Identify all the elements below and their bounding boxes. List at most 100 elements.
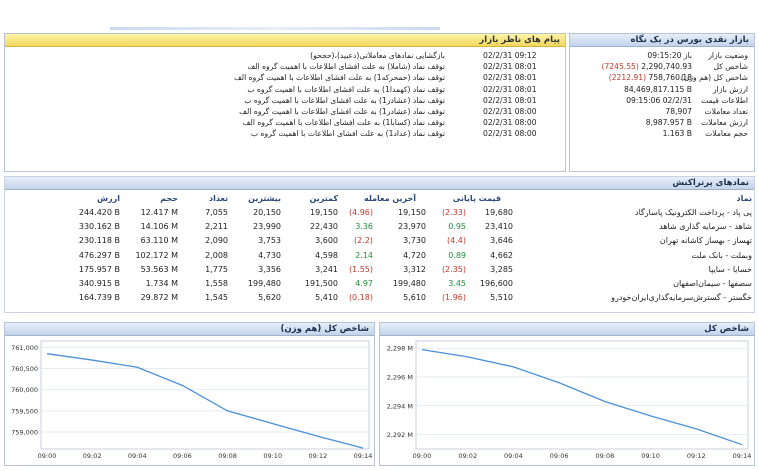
y-tick-label: 759,500	[11, 407, 38, 415]
symbol-name[interactable]: تهساز - بهساز کاشانه تهران	[659, 236, 752, 246]
cell-close-chg: (2.35)	[441, 264, 466, 274]
top-symbols-title: نمادهای پرتراکنش	[5, 177, 754, 190]
x-tick-label: 09:02	[458, 452, 477, 460]
market-stat-label: اطلاعات قیمت	[701, 95, 748, 105]
cell-last-chg: 4.97	[355, 279, 373, 288]
message-row[interactable]: 02/2/31 09:12 بازگشایی نمادهای معاملاتی(د…	[5, 50, 565, 61]
cell-max: 5,620	[258, 293, 281, 303]
x-tick-label: 09:00	[413, 452, 432, 460]
market-stat-number: 1.163 B	[662, 129, 692, 139]
y-tick-label: 2,296 M	[387, 374, 413, 382]
cell-last-chg: (0.18)	[348, 293, 373, 303]
market-stat-change: (7245.55)	[601, 62, 642, 72]
market-stat-value: 84,469,817.115 B	[624, 84, 692, 95]
cell-last: 19,150	[398, 208, 426, 217]
table-header[interactable]: بیشترین	[248, 194, 281, 203]
table-header[interactable]: تعداد	[209, 194, 228, 203]
cell-min: 191,500	[304, 279, 338, 288]
message-text: توقف نماد (شاملا) به علت افشای اطلاعات ب…	[247, 62, 445, 72]
x-tick-label: 09:14	[354, 452, 373, 460]
message-row[interactable]: 02/2/31 08:01 توقف نماد (حمحرکه1) به علت …	[5, 72, 565, 83]
x-tick-label: 09:02	[83, 452, 102, 460]
cell-volume: 63.110 M	[140, 236, 178, 246]
table-header[interactable]: ارزش	[97, 194, 120, 203]
cell-close: 3,285	[490, 264, 513, 274]
x-tick-label: 09:04	[128, 452, 147, 460]
cell-close-chg: 0.95	[448, 222, 466, 232]
message-time: 02/2/31 08:00	[483, 129, 537, 139]
cell-value: 476.297 B	[78, 250, 120, 260]
market-stat-label: تعداد معاملات	[704, 107, 748, 116]
message-row[interactable]: 02/2/31 08:00 توقف نماد (عداد1) به علت اف…	[5, 128, 565, 139]
market-stat-value: 8,987.957 B	[646, 117, 692, 128]
market-stat-label: وضعیت بازار	[708, 51, 748, 60]
cell-last: 23,970	[398, 222, 426, 232]
y-tick-label: 759,000	[11, 429, 38, 437]
x-tick-label: 09:10	[641, 452, 660, 460]
cell-value: 164.739 B	[78, 293, 120, 303]
cell-count: 1,558	[205, 279, 228, 288]
message-row[interactable]: 02/2/31 08:00 توقف نماد (عشادر1) به علت ا…	[5, 106, 565, 117]
equal-weight-index-chart: 761,000 760,500 760,000 759,500 759,000 09:00…	[11, 340, 373, 460]
symbol-name[interactable]: خگستر - گسترش‌سرمایه‌گذاری‌ایران‌خودرو	[611, 293, 752, 303]
market-stat-value: (7245.55) 2,290,740.93	[602, 61, 692, 72]
message-text: بازگشایی نمادهای معاملاتی(دعبید)،(حجحو)	[310, 51, 445, 60]
cell-close: 196,600	[479, 279, 513, 288]
x-tick-label: 09:08	[595, 452, 614, 460]
market-stat-value: (2212.91) 758,760.18	[609, 72, 692, 83]
table-header[interactable]: کمترین	[309, 194, 338, 203]
cell-max: 3,753	[258, 236, 281, 246]
cell-value: 230.118 B	[78, 236, 120, 246]
x-tick-label: 09:00	[38, 452, 57, 460]
market-stat-row: ارزش بازار 84,469,817.115 B	[570, 84, 754, 95]
cell-last-chg: 3.36	[355, 222, 373, 232]
message-row[interactable]: 02/2/31 08:01 توقف نماد (کهمدا1) به علت ا…	[5, 84, 565, 95]
total-index-chart-title: شاخص کل	[380, 323, 754, 336]
cell-min: 3,600	[315, 236, 338, 246]
equal-weight-index-chart-panel: شاخص کل (هم وزن) 761,000 760,500 760,000 75…	[4, 322, 375, 466]
market-stat-change: (2212.91)	[608, 73, 649, 83]
cell-max: 199,480	[247, 279, 281, 288]
message-text: توقف نماد (حمحرکه1) به علت افشای اطلاعات…	[233, 73, 445, 83]
cell-last-chg: (1.55)	[348, 264, 373, 274]
table-header[interactable]: نماد	[736, 194, 752, 203]
message-row[interactable]: 02/2/31 08:00 توقف نماد (کسابا1) به علت ا…	[5, 117, 565, 128]
y-tick-label: 2,298 M	[387, 345, 413, 353]
cell-max: 20,150	[253, 208, 281, 217]
cell-last-chg: (4.96)	[348, 208, 373, 217]
market-stat-number: 78,907	[665, 107, 692, 116]
cell-min: 22,430	[310, 222, 338, 232]
symbol-name[interactable]: شاهد - سرمایه گذاری شاهد	[659, 222, 752, 232]
table-header[interactable]: آخرین معامله	[363, 194, 416, 203]
symbol-name[interactable]: خسایا - سایپا	[708, 264, 752, 274]
cell-last: 199,480	[392, 279, 426, 288]
message-time: 02/2/31 08:01	[483, 95, 537, 105]
cell-value: 175.957 B	[78, 264, 120, 274]
message-text: توقف نماد (کسابا1) به علت افشای اطلاعات …	[242, 118, 445, 128]
cell-value: 340.915 B	[78, 279, 120, 288]
x-tick-label: 09:12	[687, 452, 706, 460]
message-row[interactable]: 02/2/31 08:01 توقف نماد (شاملا) به علت اف…	[5, 61, 565, 72]
symbol-name[interactable]: سصفها - سیمان‌اصفهان	[673, 279, 752, 288]
cell-close-chg: 3.45	[448, 279, 466, 288]
equal-weight-index-chart-title: شاخص کل (هم وزن)	[5, 323, 374, 336]
message-row[interactable]: 02/2/31 08:01 توقف نماد (عشادر1) به علت ا…	[5, 95, 565, 106]
table-header[interactable]: حجم	[160, 194, 178, 203]
market-stat-row: حجم معاملات 1.163 B	[570, 128, 754, 139]
symbol-name[interactable]: وبملت - بانک ملت	[691, 250, 752, 260]
market-stat-label: ارزش بازار	[713, 84, 748, 94]
y-tick-label: 761,000	[11, 344, 38, 352]
cell-close: 5,510	[490, 293, 513, 303]
message-time: 02/2/31 08:01	[483, 84, 537, 94]
market-stat-value: 78,907	[665, 106, 692, 117]
table-header[interactable]: قیمت پایانی	[452, 194, 501, 203]
market-stat-number: 8,987.957 B	[645, 118, 692, 128]
cell-count: 2,090	[205, 236, 228, 246]
symbol-name[interactable]: پی پاد - پرداخت الکترونیک پاسارگاد	[635, 208, 752, 217]
message-time: 02/2/31 08:00	[483, 118, 537, 128]
total-index-chart: 2,298 M 2,296 M 2,294 M 2,292 M 09:00 09:02 09…	[387, 340, 751, 460]
market-stat-value: باز 09:15:20	[647, 50, 692, 61]
message-text: توقف نماد (کهمدا1) به علت افشای اطلاعات …	[247, 84, 445, 94]
cell-count: 7,055	[205, 208, 228, 217]
x-tick-label: 09:08	[218, 452, 237, 460]
